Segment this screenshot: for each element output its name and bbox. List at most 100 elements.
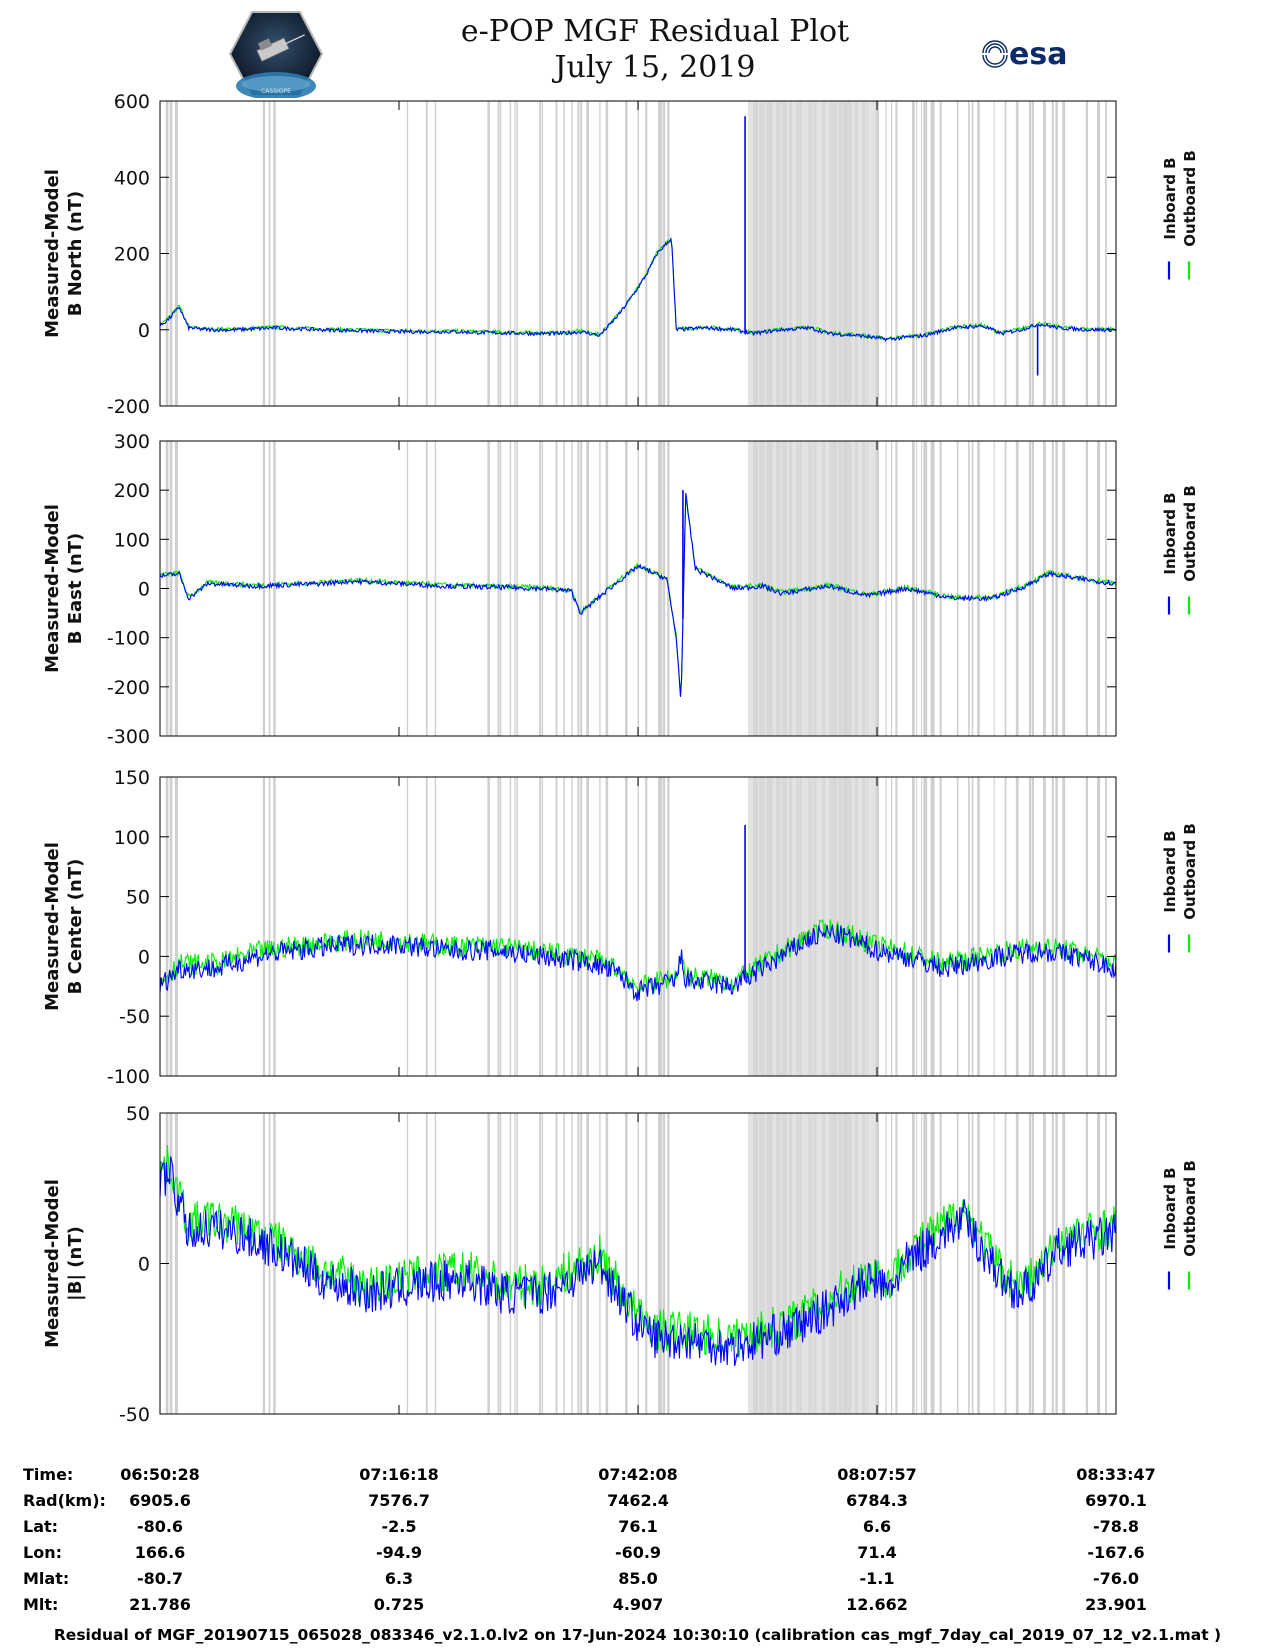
gap-band-108 xyxy=(1015,777,1019,1076)
gap-band-122 xyxy=(1004,101,1007,406)
orbit-cell: 08:33:47 xyxy=(1076,1465,1156,1484)
gap-band-38 xyxy=(563,101,565,406)
orbit-row-label: Lon: xyxy=(23,1543,62,1562)
orbit-row-label: Mlat: xyxy=(23,1569,70,1588)
gap-band-37 xyxy=(599,441,601,736)
y-tick-label: 100 xyxy=(114,827,150,849)
gap-band-102 xyxy=(1097,441,1098,736)
gap-region xyxy=(747,101,877,406)
gap-band-128 xyxy=(1055,101,1058,406)
gap-band-116 xyxy=(1062,101,1066,406)
gap-band-121 xyxy=(939,1113,942,1414)
orbit-cell: 08:07:57 xyxy=(837,1465,917,1484)
y-tick-label: 0 xyxy=(138,946,150,968)
gap-band-20 xyxy=(605,777,609,1076)
orbit-cell: 6784.3 xyxy=(846,1491,908,1510)
gap-band-120 xyxy=(916,777,918,1076)
orbit-cell: 23.901 xyxy=(1085,1595,1147,1614)
gap-band-28 xyxy=(509,777,512,1076)
gap-band-104 xyxy=(1043,777,1046,1076)
gap-band-6 xyxy=(176,441,178,736)
gap-band-40 xyxy=(625,777,628,1076)
gap-band-111 xyxy=(932,101,935,406)
gap-band-18 xyxy=(516,101,518,406)
y-tick-label: 600 xyxy=(114,91,150,113)
y-tick-label: 100 xyxy=(114,529,150,551)
gap-band-9 xyxy=(268,777,271,1076)
gap-band-36 xyxy=(667,1113,670,1414)
gap-band-131 xyxy=(1028,101,1031,406)
gap-band-15 xyxy=(499,101,502,406)
gap-band-22 xyxy=(555,101,558,406)
gap-band-123 xyxy=(1105,441,1106,736)
gap-band-113 xyxy=(1031,101,1034,406)
y-tick-label: 50 xyxy=(126,1103,150,1125)
cassiope-logo: CASSIOPE xyxy=(228,11,324,98)
gap-band-3 xyxy=(170,1113,173,1414)
y-tick-label: -300 xyxy=(107,726,150,748)
gap-band-18 xyxy=(516,777,518,1076)
orbit-cell: -167.6 xyxy=(1087,1543,1145,1562)
gap-band-9 xyxy=(268,1113,271,1414)
gap-band-39 xyxy=(487,1113,489,1414)
orbit-cell: -80.6 xyxy=(136,1517,184,1536)
gap-band-27 xyxy=(542,777,544,1076)
gap-band-107 xyxy=(896,1113,898,1414)
gap-band-101 xyxy=(1085,1113,1088,1414)
gap-band-35 xyxy=(539,1113,542,1414)
gap-band-6 xyxy=(176,101,178,406)
gap-band-38 xyxy=(563,441,565,736)
gap-band-127 xyxy=(930,1113,934,1414)
gap-band-130 xyxy=(1097,101,1101,406)
gap-band-5 xyxy=(174,441,177,736)
gap-band-125 xyxy=(878,441,879,736)
gap-band-13 xyxy=(580,441,583,736)
gap-band-119 xyxy=(925,777,928,1076)
y-tick-label: 0 xyxy=(138,1254,150,1276)
orbit-cell: 85.0 xyxy=(618,1569,658,1588)
gap-band-33 xyxy=(645,777,648,1076)
y-tick-label: -200 xyxy=(107,396,150,418)
gap-band-113 xyxy=(1031,1113,1034,1414)
y-axis-label-line-1: Measured-Model xyxy=(42,169,63,338)
gap-band-40 xyxy=(625,441,628,736)
legend-label-2: Outboard B xyxy=(1181,150,1199,247)
gap-band-7 xyxy=(262,777,266,1076)
gap-band-14 xyxy=(659,441,663,736)
gap-band-7 xyxy=(262,1113,266,1414)
orbit-cell: 07:42:08 xyxy=(598,1465,678,1484)
gap-band-23 xyxy=(514,1113,516,1414)
orbit-cell: 6.6 xyxy=(862,1517,892,1536)
gap-band-16 xyxy=(637,101,639,406)
y-tick-label: -100 xyxy=(107,628,150,650)
orbit-row-label: Time: xyxy=(23,1465,74,1484)
gap-band-104 xyxy=(1043,101,1046,406)
gap-band-118 xyxy=(993,777,995,1076)
gap-band-130 xyxy=(1097,777,1101,1076)
gap-band-11 xyxy=(425,101,428,406)
gap-band-36 xyxy=(667,101,670,406)
y-tick-label: -200 xyxy=(107,677,150,699)
orbit-cell: -1.1 xyxy=(859,1569,895,1588)
orbit-row-label: Rad(km): xyxy=(23,1491,106,1510)
gap-band-37 xyxy=(599,101,601,406)
gap-band-31 xyxy=(571,101,573,406)
gap-band-123 xyxy=(1105,777,1106,1076)
gap-band-17 xyxy=(434,441,437,736)
gap-band-32 xyxy=(658,101,660,406)
gap-band-16 xyxy=(637,1113,639,1414)
gap-band-111 xyxy=(932,441,935,736)
gap-band-114 xyxy=(968,1113,970,1414)
title-line-1: e-POP MGF Residual Plot xyxy=(460,14,850,49)
panel-1: 600 400 200 0 -200 Measured-Model B North (nT)… xyxy=(42,91,1199,418)
gap-band-10 xyxy=(273,441,276,736)
gap-band-14 xyxy=(659,777,663,1076)
gap-band-23 xyxy=(514,441,516,736)
legend-label-1: Inboard B xyxy=(1161,492,1179,574)
orbit-cell: 0.725 xyxy=(373,1595,425,1614)
gap-band-23 xyxy=(514,101,516,406)
gap-band-119 xyxy=(925,441,928,736)
gap-band-11 xyxy=(425,777,428,1076)
gap-band-118 xyxy=(993,101,995,406)
y-axis-label-line-1: Measured-Model xyxy=(42,504,63,673)
